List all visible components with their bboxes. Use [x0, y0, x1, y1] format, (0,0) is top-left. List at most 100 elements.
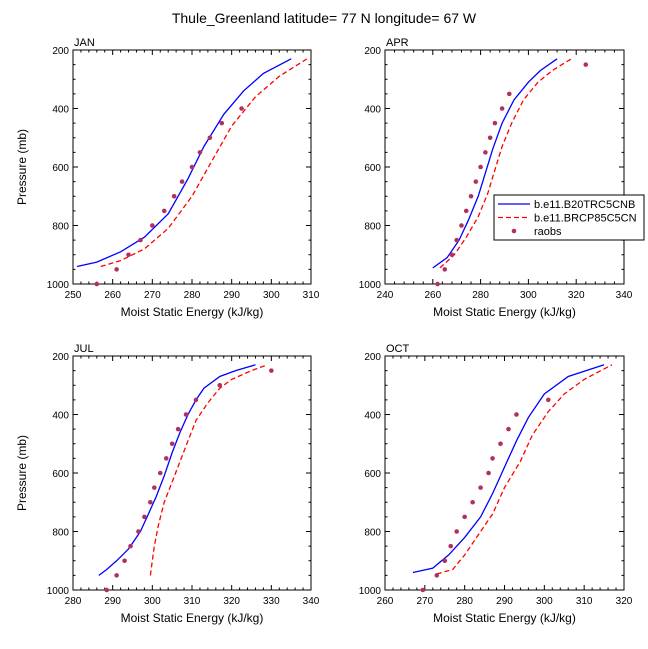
raobs-point — [179, 179, 185, 184]
x-tick-label: 300 — [536, 596, 553, 607]
x-tick-label: 330 — [263, 596, 280, 607]
rcp85-line — [149, 364, 268, 576]
y-tick-label: 400 — [52, 411, 69, 422]
raobs-point — [468, 193, 474, 199]
raobs-point — [169, 441, 175, 447]
raobs-point — [128, 543, 133, 549]
x-tick-label: 270 — [144, 290, 161, 301]
raobs-point — [490, 456, 495, 461]
raobs-point — [483, 150, 488, 155]
raobs-point — [183, 412, 189, 417]
raobs-point — [478, 164, 483, 170]
raobs-point — [462, 514, 467, 520]
x-tick-label: 340 — [303, 596, 320, 607]
y-tick-label: 1000 — [47, 280, 70, 291]
x-tick-label: 280 — [65, 596, 82, 607]
x-axis-label: Moist Static Energy (kJ/kg) — [121, 305, 264, 319]
y-tick-label: 1000 — [359, 586, 382, 597]
y-tick-label: 400 — [52, 105, 69, 116]
y-tick-label: 600 — [52, 163, 69, 174]
raobs-point — [454, 529, 460, 534]
raobs-point — [448, 543, 454, 549]
panel-label: OCT — [386, 343, 410, 355]
x-tick-label: 280 — [472, 290, 489, 301]
x-tick-label: 260 — [104, 290, 121, 301]
historical-line — [432, 58, 558, 269]
x-tick-label: 300 — [263, 290, 280, 301]
raobs-point — [104, 587, 110, 593]
raobs-point — [152, 485, 157, 490]
raobs-point — [449, 252, 455, 258]
y-tick-label: 200 — [52, 352, 69, 363]
x-tick-label: 310 — [184, 596, 201, 607]
y-axis-label: Pressure (mb) — [15, 129, 29, 205]
raobs-point — [161, 208, 167, 214]
panel-jan: JAN 250 260 270 280 290 300 310 200 400 600 800 1000… — [15, 37, 320, 319]
historical-line — [98, 364, 256, 576]
y-tick-label: 200 — [364, 46, 381, 57]
raobs-point — [207, 135, 213, 141]
panel-label: JAN — [74, 37, 95, 49]
raobs-point — [122, 558, 127, 564]
x-tick-label: 320 — [568, 290, 585, 301]
panel-label: JUL — [74, 343, 94, 355]
y-axis-label: Pressure (mb) — [15, 435, 29, 511]
raobs-point — [454, 237, 460, 243]
x-tick-label: 290 — [496, 596, 513, 607]
panel-apr: APR 240 260 280 300 320 340 200 400 600 800 1000 Moi… — [359, 37, 633, 319]
x-tick-label: 250 — [65, 290, 82, 301]
legend-entry-label: b.e11.B20TRC5CNB — [534, 199, 635, 211]
raobs-point — [239, 106, 244, 111]
x-tick-label: 320 — [616, 596, 633, 607]
raobs-point — [434, 573, 440, 578]
y-tick-label: 800 — [364, 222, 381, 233]
raobs-point — [94, 281, 100, 287]
x-axis-label: Moist Static Energy (kJ/kg) — [433, 611, 576, 625]
historical-line — [412, 364, 605, 574]
x-tick-label: 270 — [416, 596, 433, 607]
y-tick-label: 800 — [52, 222, 69, 233]
raobs-point — [463, 208, 469, 214]
raobs-point — [492, 120, 498, 126]
raobs-point — [114, 267, 119, 272]
raobs-point — [506, 91, 512, 97]
raobs-point — [486, 470, 491, 476]
raobs-point — [420, 587, 426, 593]
raobs-point — [157, 470, 163, 476]
x-tick-label: 320 — [223, 596, 240, 607]
x-axis-label: Moist Static Energy (kJ/kg) — [433, 305, 576, 319]
plot-frame — [384, 355, 625, 591]
raobs-point — [163, 456, 169, 461]
raobs-point — [193, 397, 199, 403]
x-tick-label: 340 — [616, 290, 633, 301]
y-tick-label: 1000 — [359, 280, 382, 291]
y-tick-label: 1000 — [47, 586, 70, 597]
y-tick-label: 400 — [364, 411, 381, 422]
plot-frame — [72, 355, 312, 591]
panel-oct: OCT 260 270 280 290 300 310 320 200 400 600 800 1000… — [359, 343, 633, 625]
y-tick-label: 200 — [364, 352, 381, 363]
raobs-point — [442, 558, 448, 564]
raobs-point — [269, 368, 274, 373]
raobs-point — [583, 62, 589, 67]
raobs-point — [219, 120, 225, 126]
y-tick-label: 600 — [364, 469, 381, 480]
y-tick-label: 400 — [364, 105, 381, 116]
raobs-point — [514, 412, 519, 417]
raobs-point — [114, 573, 119, 578]
x-tick-label: 290 — [223, 290, 240, 301]
x-tick-label: 280 — [456, 596, 473, 607]
x-tick-label: 310 — [576, 596, 593, 607]
rcp85-line — [100, 58, 308, 268]
raobs-point — [148, 499, 153, 505]
raobs-point — [217, 382, 223, 388]
raobs-point — [197, 150, 203, 155]
x-tick-label: 290 — [104, 596, 121, 607]
x-tick-label: 300 — [520, 290, 537, 301]
figure-title: Thule_Greenland latitude= 77 N longitude… — [172, 10, 477, 26]
panels: JAN 250 260 270 280 290 300 310 200 400 600 800 1000… — [15, 37, 633, 625]
raobs-point — [487, 135, 493, 141]
y-tick-label: 200 — [52, 46, 69, 57]
raobs-point — [142, 514, 147, 520]
